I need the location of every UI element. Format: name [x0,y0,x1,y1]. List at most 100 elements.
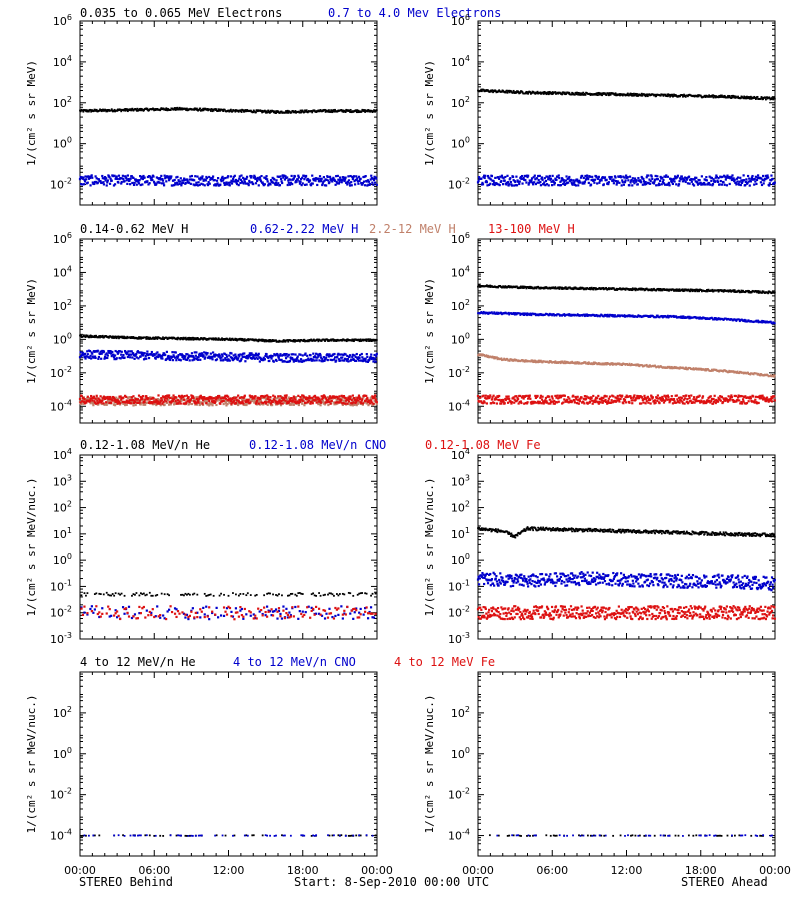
data-point [350,181,353,184]
data-point [297,176,300,179]
data-point [508,183,511,186]
data-point [332,110,335,113]
data-point [282,176,285,179]
data-point [613,179,616,182]
data-point [213,179,216,182]
data-point [238,396,241,400]
data-point [640,175,643,179]
data-point [610,175,613,179]
data-point [228,359,231,362]
data-point [525,287,528,290]
data-point [333,340,335,342]
data-point [221,108,224,111]
data-point [340,356,343,359]
data-point [676,176,679,179]
data-point [361,359,364,363]
data-point [201,175,204,178]
data-point [314,398,317,401]
data-point [720,183,724,186]
data-point [176,106,179,109]
data-point [235,338,238,340]
data-point [283,352,286,356]
data-point [85,109,88,111]
data-point [95,180,98,184]
data-point [293,400,297,403]
data-point [222,179,225,182]
data-point [201,337,204,340]
data-point [350,339,353,342]
data-point [254,352,258,355]
data-point [571,183,574,186]
data-point [351,177,354,181]
data-point [593,178,597,181]
data-point [165,400,168,403]
data-point [275,112,277,114]
data-point [347,400,351,403]
data-point [280,180,283,183]
data-point [350,358,353,361]
data-point [93,110,95,112]
data-point [578,179,581,182]
data-point [552,92,555,95]
data-point [110,109,113,112]
data-point [522,177,525,180]
data-point [126,351,129,354]
data-point [134,354,137,357]
data-point [733,96,736,99]
data-point [97,403,100,406]
data-point [123,400,126,404]
data-point [88,110,90,113]
data-point [222,110,225,113]
data-point [310,338,313,341]
data-point [714,180,717,183]
data-point [171,184,174,187]
data-point [365,338,368,341]
data-point [174,400,177,403]
data-point [552,180,555,184]
data-point [253,401,256,404]
data-point [136,107,139,110]
data-point [91,176,94,179]
data-point [648,93,651,96]
data-point [755,182,758,186]
data-point [253,174,256,177]
data-point [345,108,348,111]
data-point [251,338,254,341]
data-point [283,401,287,404]
data-point [210,396,213,399]
data-point [683,179,686,182]
data-point [82,183,85,186]
data-point [292,177,295,180]
data-point [574,184,578,187]
data-point [613,175,617,178]
data-point [369,400,372,403]
y-tick-label: 10-4 [448,398,470,413]
data-point [270,357,273,360]
data-point [105,110,108,113]
data-point [159,178,162,181]
data-point [268,110,271,113]
data-point [285,352,288,356]
data-point [200,182,203,185]
data-point [233,402,236,405]
data-point [278,399,281,402]
data-point [156,351,159,354]
data-point [274,110,276,113]
data-point [212,355,215,358]
data-point [651,177,654,181]
data-point [752,97,755,99]
data-point [105,177,108,180]
data-point [349,111,351,113]
data-point [135,356,138,359]
data-point [497,183,500,186]
data-point [198,397,201,400]
data-point [477,285,479,288]
data-point [559,180,562,183]
data-point [351,355,354,358]
data-point [365,340,368,342]
data-point [186,179,189,182]
data-point [151,354,155,357]
data-point [101,109,104,112]
data-point [508,178,511,181]
data-point [289,111,291,113]
